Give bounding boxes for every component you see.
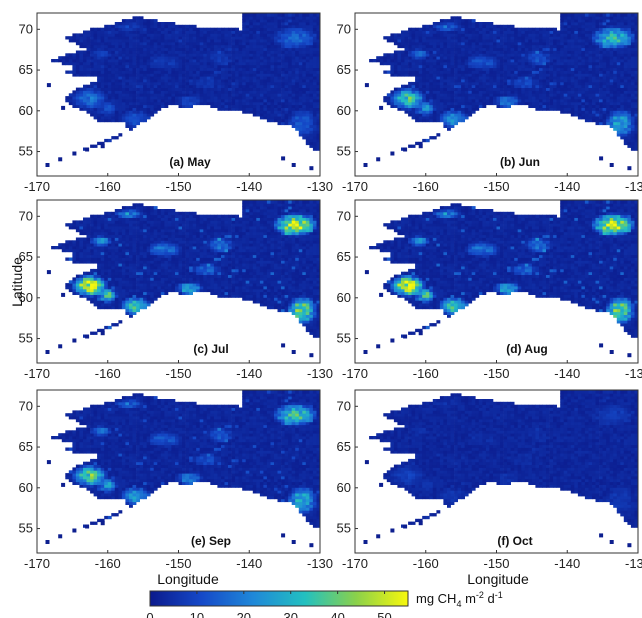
panel-frame [354,199,639,364]
x-tick-label: -160 [95,179,121,194]
panel-title: (b) Jun [500,155,540,169]
methane-map [45,390,321,548]
x-tick-label: -160 [95,556,121,571]
y-tick-label: 70 [19,208,33,223]
panel-frame [36,389,321,554]
panel-frame [354,12,639,177]
y-tick-label: 55 [337,521,351,536]
y-tick-label: 70 [337,208,351,223]
x-tick-label: -170 [24,556,50,571]
x-tick-label: -150 [483,179,509,194]
y-tick-label: 65 [337,439,351,454]
y-tick-label: 60 [337,103,351,118]
x-tick-label: -170 [342,179,368,194]
x-tick-label: -140 [554,179,580,194]
x-axis-label-right: Longitude [467,571,529,587]
panel-title: (f) Oct [497,534,532,548]
panel-title: (c) Jul [193,342,228,356]
y-tick-label: 55 [337,144,351,159]
colorbar: 0 10 20 30 40 50 mg CH4 m-2 d-1 [146,590,502,618]
y-tick-label: 65 [337,62,351,77]
colorbar-unit-label: mg CH4 m-2 d-1 [416,590,503,609]
colorbar-ticks: 0 10 20 30 40 50 [146,591,392,618]
y-tick-label: 60 [19,480,33,495]
x-tick-label: -160 [95,366,121,381]
panel-aug: -170 -160 -150 -140 -130 70 65 60 55 (d) Aug [337,199,642,381]
x-tick-label: -140 [236,366,262,381]
y-tick-label: 55 [19,521,33,536]
colorbar-tick-label: 30 [283,610,297,618]
methane-map [363,390,639,548]
x-tick-label: -140 [554,366,580,381]
x-tick-label: -140 [236,179,262,194]
x-tick-label: -130 [307,179,333,194]
y-tick-label: 65 [19,439,33,454]
colorbar-tick-label: 0 [146,610,153,618]
y-tick-label: 55 [19,144,33,159]
x-tick-label: -170 [24,179,50,194]
y-axis-label: Latitude [9,257,25,307]
y-tick-label: 65 [337,249,351,264]
panel-title: (d) Aug [506,342,548,356]
panel-oct: -170 -160 -150 -140 -130 70 65 60 55 (f) Oct [337,389,642,571]
x-tick-label: -130 [307,366,333,381]
y-tick-label: 60 [19,290,33,305]
panel-frame [354,389,639,554]
panel-may: -170 -160 -150 -140 -130 70 65 60 55 (a) May [19,12,333,194]
methane-map [363,200,639,358]
x-tick-label: -150 [483,556,509,571]
x-tick-label: -140 [554,556,580,571]
colorbar-tick-label: 10 [190,610,204,618]
y-tick-label: 60 [337,480,351,495]
panel-sep: -170 -160 -150 -140 -130 70 65 60 55 (e) Sep [19,389,333,571]
y-tick-label: 65 [19,62,33,77]
x-tick-label: -130 [625,556,642,571]
methane-map [45,200,321,358]
colorbar-tick-label: 50 [377,610,391,618]
x-tick-label: -130 [625,366,642,381]
y-tick-label: 70 [19,398,33,413]
y-tick-label: 55 [337,331,351,346]
y-tick-label: 65 [19,249,33,264]
y-tick-label: 70 [337,21,351,36]
panel-title: (e) Sep [191,534,231,548]
x-tick-label: -170 [342,556,368,571]
methane-map [363,13,639,171]
colorbar-tick-label: 20 [237,610,251,618]
x-tick-label: -150 [165,366,191,381]
panel-title: (a) May [169,155,211,169]
panel-frame [36,12,321,177]
colorbar-gradient [149,590,409,607]
methane-map [45,13,321,171]
x-tick-label: -130 [307,556,333,571]
x-tick-label: -160 [413,179,439,194]
y-tick-label: 70 [337,398,351,413]
x-tick-label: -150 [165,179,191,194]
x-tick-label: -160 [413,366,439,381]
y-tick-label: 60 [337,290,351,305]
x-tick-label: -150 [483,366,509,381]
colorbar-tick-label: 40 [330,610,344,618]
panel-jun: -170 -160 -150 -140 -130 70 65 60 55 (b) Jun [337,12,642,194]
y-tick-label: 55 [19,331,33,346]
x-tick-label: -160 [413,556,439,571]
x-tick-label: -150 [165,556,191,571]
x-tick-label: -170 [24,366,50,381]
x-tick-label: -130 [625,179,642,194]
y-tick-label: 60 [19,103,33,118]
panel-frame [36,199,321,364]
x-axis-label-left: Longitude [157,571,219,587]
x-tick-label: -140 [236,556,262,571]
x-tick-label: -170 [342,366,368,381]
panel-jul: -170 -160 -150 -140 -130 70 65 60 55 (c) Jul [19,199,333,381]
y-tick-label: 70 [19,21,33,36]
